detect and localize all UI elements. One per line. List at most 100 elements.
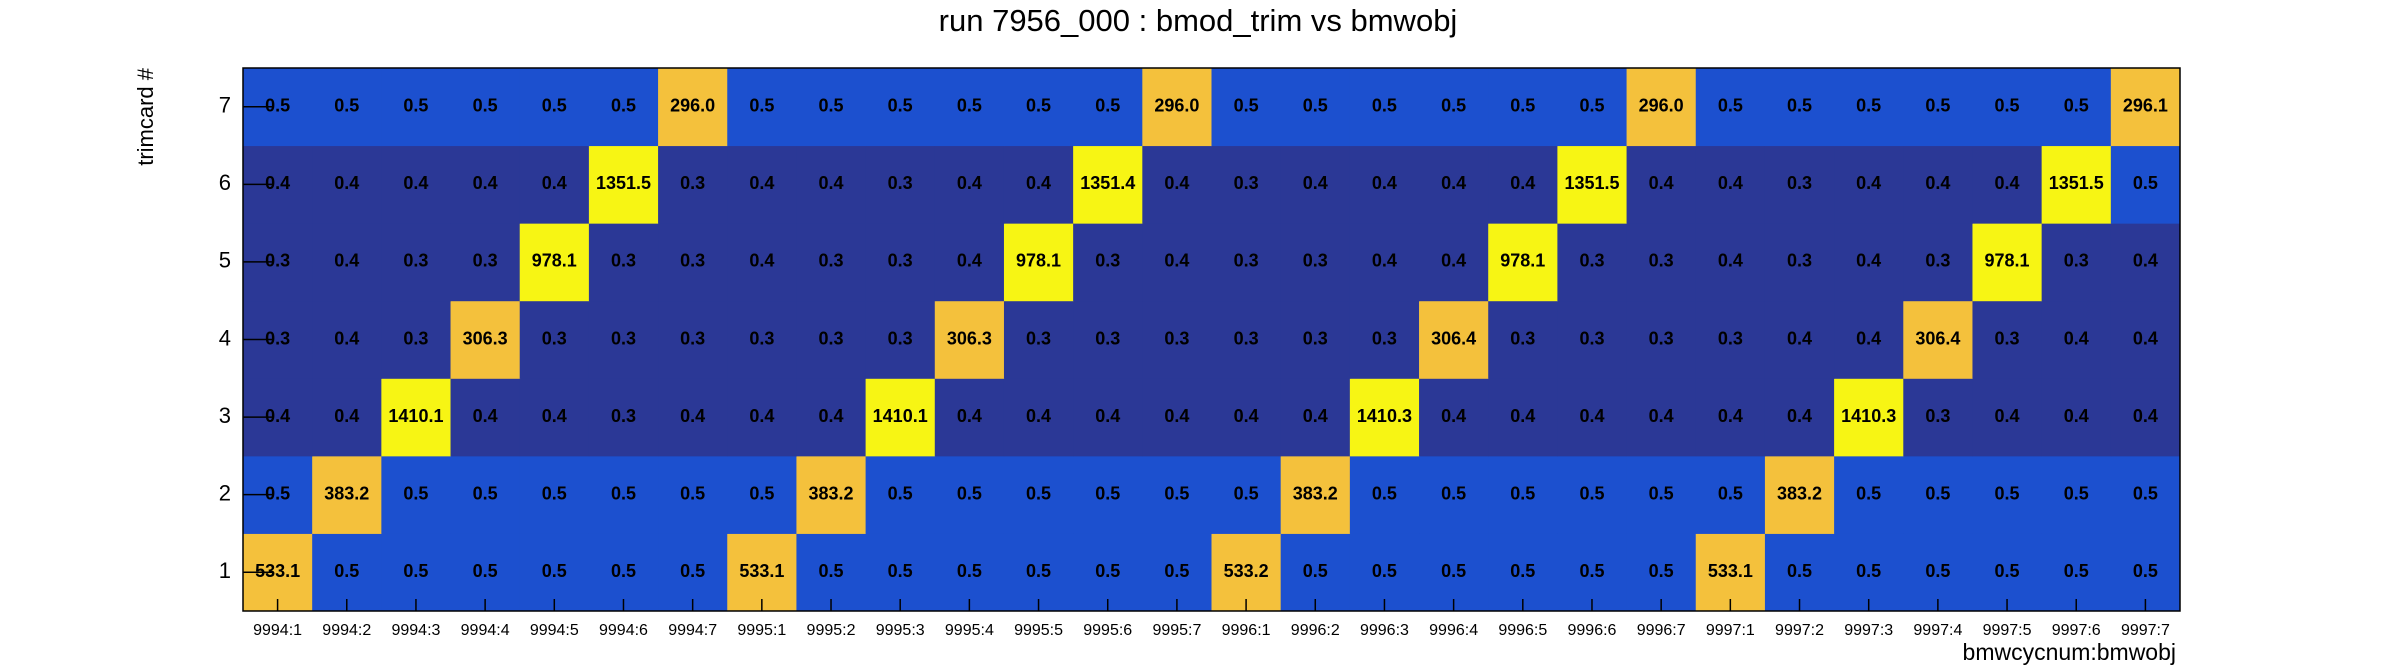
x-tick-label: 9997:2 [1775,622,1824,639]
heatmap-cell [1488,533,1558,612]
cell-label: 0.3 [1925,251,1950,271]
cell-label: 978.1 [1985,251,2030,271]
cell-label: 296.1 [2123,96,2168,116]
heatmap-cell [796,68,867,147]
x-tick-label: 9994:1 [253,622,302,639]
heatmap-cell [934,455,1005,534]
heatmap-cell [1419,223,1489,302]
heatmap-cell [1488,145,1558,224]
cell-label: 0.5 [1372,96,1397,116]
cell-label: 0.3 [1095,328,1120,348]
cell-label: 0.5 [1995,483,2020,503]
heatmap-cell [450,145,521,224]
heatmap-cell [796,533,867,612]
cell-label: 0.5 [1026,483,1051,503]
heatmap-cell [2110,300,2181,379]
x-tick-label: 9995:3 [876,622,925,639]
cell-label: 0.3 [611,406,636,426]
cell-label: 0.4 [265,173,290,193]
heatmap-cell [1557,223,1628,302]
cell-label: 0.5 [1095,483,1120,503]
cell-label: 0.3 [1649,251,1674,271]
heatmap-cell [2041,378,2112,457]
cell-label: 0.4 [1718,406,1743,426]
cell-label: 0.5 [611,483,636,503]
heatmap-cell [1142,223,1212,302]
cell-label: 0.4 [1995,406,2020,426]
cell-label: 0.4 [819,406,844,426]
cell-label: 0.4 [1441,251,1466,271]
cell-label: 978.1 [1500,251,1545,271]
cell-label: 0.5 [749,96,774,116]
heatmap-cell [1419,145,1489,224]
cell-label: 0.4 [819,173,844,193]
heatmap-cell [381,68,452,147]
heatmap-cell [1903,68,1973,147]
heatmap-cell [1903,223,1973,302]
cell-label: 296.0 [1639,96,1684,116]
cell-label: 0.4 [542,173,567,193]
cell-label: 0.3 [403,251,428,271]
cell-label: 0.5 [403,96,428,116]
cell-label: 0.5 [888,483,913,503]
heatmap-cell [1488,300,1558,379]
heatmap-cell [1349,300,1420,379]
heatmap-cell [1349,145,1420,224]
cell-label: 0.3 [1303,251,1328,271]
cell-label: 0.5 [1925,561,1950,581]
heatmap-cell [2041,300,2112,379]
heatmap-cell [1695,68,1766,147]
cell-label: 0.5 [542,561,567,581]
cell-label: 0.3 [265,328,290,348]
heatmap-cell [1073,455,1143,534]
cell-label: 0.5 [819,96,844,116]
heatmap-cell [1695,300,1766,379]
heatmap-cell [1419,455,1489,534]
cell-label: 0.3 [1026,328,1051,348]
y-tick-label: 7 [219,93,231,118]
cell-label: 0.3 [1234,173,1259,193]
heatmap-cell [1073,68,1143,147]
heatmap-cell [1972,300,2043,379]
heatmap-cell [588,455,659,534]
cell-label: 0.5 [1995,561,2020,581]
heatmap-cell [519,223,590,302]
cell-label: 0.5 [2133,561,2158,581]
cell-label: 0.4 [265,406,290,426]
cell-label: 0.5 [2133,173,2158,193]
heatmap-cell [1419,378,1489,457]
cell-label: 0.5 [1303,96,1328,116]
heatmap-cell [1834,533,1904,612]
cell-label: 0.5 [1441,561,1466,581]
heatmap-cell [519,68,590,147]
heatmap-cell [312,223,382,302]
y-tick-label: 4 [219,325,231,350]
cell-label: 0.4 [1441,406,1466,426]
x-tick-label: 9997:4 [1913,622,1962,639]
cell-label: 0.3 [888,328,913,348]
cell-label: 0.4 [1856,251,1881,271]
heatmap-cell [1626,68,1697,147]
cell-label: 0.4 [1026,173,1051,193]
heatmap-cell [519,145,590,224]
x-tick-label: 9996:3 [1360,622,1409,639]
cell-label: 0.3 [1234,328,1259,348]
heatmap-cell [1142,455,1212,534]
heatmap-cell [2110,223,2181,302]
heatmap-cell [1073,300,1143,379]
heatmap-cell [865,223,936,302]
cell-label: 0.3 [1372,328,1397,348]
cell-label: 0.4 [334,406,359,426]
cell-label: 0.5 [2064,483,2089,503]
heatmap-cell [519,455,590,534]
cell-label: 0.4 [1579,406,1604,426]
cell-label: 0.4 [2064,328,2089,348]
x-tick-label: 9997:7 [2121,622,2170,639]
heatmap-cell [796,145,867,224]
heatmap-cell [727,145,797,224]
heatmap-cell [2041,455,2112,534]
cell-label: 0.5 [888,96,913,116]
heatmap-cell [796,455,867,534]
cell-label: 0.5 [1579,561,1604,581]
